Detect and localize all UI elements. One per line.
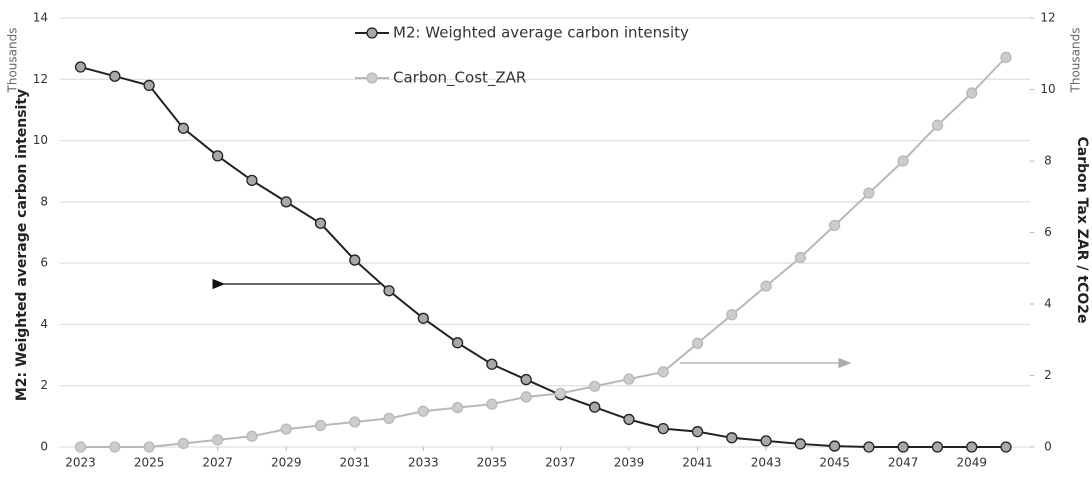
series-line — [80, 66, 1007, 448]
data-point — [417, 312, 429, 324]
data-point — [589, 380, 601, 392]
data-point — [74, 441, 87, 453]
data-point — [212, 434, 224, 446]
data-point — [623, 413, 635, 426]
data-point — [143, 79, 155, 92]
data-point — [760, 280, 772, 292]
y-tick-label: 14 — [33, 11, 48, 25]
data-point — [828, 440, 841, 452]
y-tick-label: 8 — [40, 194, 48, 208]
y2-tick-label: 8 — [1044, 154, 1052, 168]
y2-tick-label: 6 — [1044, 225, 1052, 239]
data-point — [451, 402, 464, 414]
data-point — [383, 412, 395, 425]
data-point — [1000, 51, 1012, 63]
data-point — [897, 441, 909, 453]
y-tick-label: 4 — [40, 317, 48, 331]
data-point — [246, 174, 258, 187]
series-line — [80, 56, 1007, 448]
data-point — [143, 441, 155, 453]
data-point — [451, 337, 464, 349]
y2-tick-label: 10 — [1040, 82, 1055, 96]
y-tick-label: 0 — [40, 440, 48, 454]
x-tick-label: 2049 — [956, 456, 987, 470]
legend-label: Carbon_Cost_ZAR — [393, 69, 526, 88]
data-point — [554, 387, 567, 400]
data-point — [74, 61, 87, 73]
data-point — [726, 309, 738, 321]
data-point — [280, 196, 292, 208]
data-point — [897, 155, 909, 167]
data-point — [691, 426, 704, 438]
legend-marker — [366, 72, 378, 84]
legend-marker — [366, 27, 378, 39]
x-tick-label: 2025 — [134, 456, 165, 470]
x-tick-label: 2027 — [202, 456, 233, 470]
x-tick-label: 2037 — [545, 456, 576, 470]
data-point — [314, 217, 327, 229]
plot: 0 2 4 6 8 10 12 14 0 2 4 6 8 10 12 2023 2025 2027 2029 2031… — [33, 11, 1056, 470]
data-point — [726, 432, 738, 444]
x-tick-label: 2033 — [408, 456, 439, 470]
data-point — [794, 251, 807, 264]
data-point — [280, 423, 292, 435]
data-point — [828, 219, 841, 232]
series-layer: M2: Weighted average carbon intensity Car… — [74, 24, 1012, 453]
x-tick-label: 2031 — [339, 456, 370, 470]
data-point — [314, 419, 327, 432]
data-point — [1000, 441, 1012, 453]
data-point — [177, 122, 190, 134]
data-point — [966, 87, 978, 99]
data-point — [589, 401, 601, 413]
data-point — [349, 254, 361, 266]
y2-tick-label: 12 — [1040, 11, 1055, 25]
data-point — [966, 441, 978, 453]
data-point — [109, 441, 121, 453]
x-tick-label: 2041 — [682, 456, 713, 470]
y2-tick-label: 2 — [1044, 368, 1052, 382]
data-point — [109, 70, 121, 82]
x-tick-label: 2023 — [65, 456, 96, 470]
y2-unit: Thousands — [1069, 28, 1083, 94]
data-point — [177, 437, 190, 450]
data-point — [691, 337, 704, 349]
data-point — [794, 438, 807, 450]
y-tick-label: 2 — [40, 378, 48, 392]
x-tick-label: 2029 — [271, 456, 302, 470]
data-point — [760, 435, 772, 447]
data-point — [623, 373, 635, 385]
data-point — [349, 416, 361, 428]
y-axis-label: M2: Weighted average carbon intensity — [14, 89, 30, 401]
y-tick-label: 6 — [40, 256, 48, 270]
x-tick-label: 2045 — [819, 456, 850, 470]
y2-tick-label: 4 — [1044, 297, 1052, 311]
data-point — [657, 366, 669, 378]
data-point — [863, 187, 875, 199]
data-point — [657, 422, 669, 435]
data-point — [383, 285, 395, 297]
data-point — [417, 405, 429, 417]
x-tick-label: 2047 — [888, 456, 919, 470]
data-point — [863, 441, 875, 453]
data-point — [931, 119, 944, 131]
y2-axis-label: Carbon Tax ZAR / tCO2e — [1074, 137, 1090, 324]
x-tick-label: 2043 — [751, 456, 782, 470]
data-point — [520, 373, 532, 386]
y-tick-label: 10 — [33, 133, 48, 147]
y2-tick-label: 0 — [1044, 440, 1052, 454]
data-point — [212, 150, 224, 162]
x-tick-label: 2035 — [477, 456, 508, 470]
data-point — [520, 391, 532, 403]
x-tick-label: 2039 — [614, 456, 645, 470]
data-point — [246, 430, 258, 442]
y-unit: Thousands — [6, 28, 20, 94]
legend-label: M2: Weighted average carbon intensity — [393, 24, 689, 42]
data-point — [486, 398, 498, 410]
y-tick-label: 12 — [33, 72, 48, 86]
data-point — [931, 441, 944, 453]
data-point — [486, 358, 498, 370]
